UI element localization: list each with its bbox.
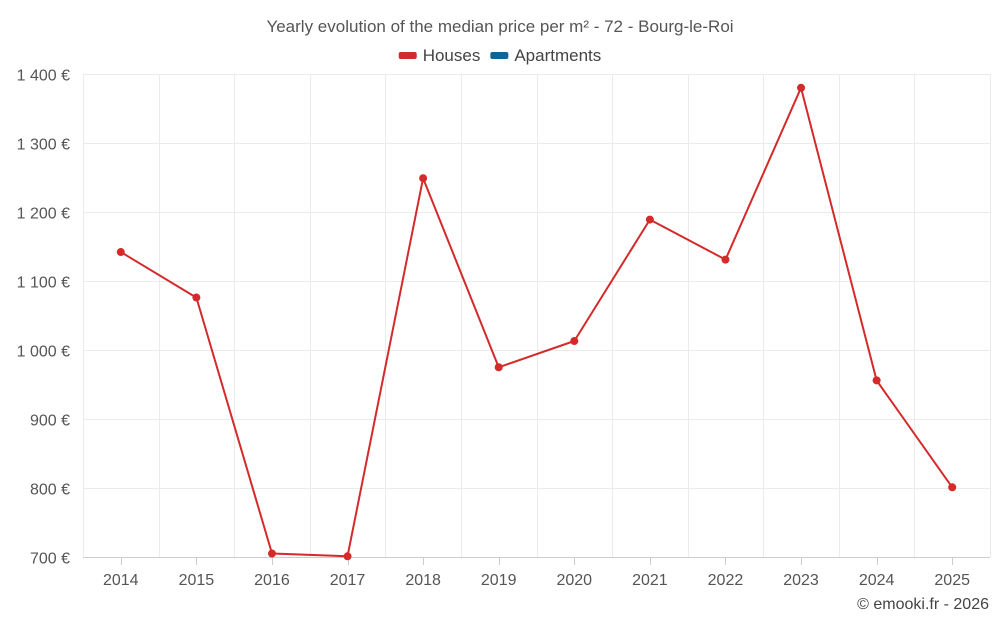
credit-text: © emooki.fr - 2026 bbox=[857, 596, 989, 613]
y-tick-label: 1 400 € bbox=[17, 68, 70, 85]
legend-swatch bbox=[398, 52, 417, 59]
y-tick-label: 900 € bbox=[30, 413, 70, 430]
legend-label: Apartments bbox=[514, 46, 601, 65]
y-tick-label: 800 € bbox=[30, 482, 70, 499]
legend-item-apartments[interactable]: Apartments bbox=[490, 46, 601, 65]
chart-title: Yearly evolution of the median price per… bbox=[266, 17, 733, 36]
data-point[interactable] bbox=[267, 549, 276, 558]
data-point[interactable] bbox=[948, 483, 957, 492]
y-tick-label: 1 300 € bbox=[17, 137, 70, 154]
x-tick-label: 2025 bbox=[934, 572, 970, 589]
data-point[interactable] bbox=[645, 215, 654, 224]
series-layer bbox=[116, 83, 957, 561]
x-tick-label: 2022 bbox=[708, 572, 744, 589]
y-tick-label: 1 000 € bbox=[17, 344, 70, 361]
data-point[interactable] bbox=[419, 174, 428, 183]
data-point[interactable] bbox=[116, 248, 125, 257]
legend-swatch bbox=[490, 52, 509, 59]
data-point[interactable] bbox=[721, 255, 730, 264]
data-point[interactable] bbox=[343, 552, 352, 561]
x-tick-label: 2016 bbox=[254, 572, 290, 589]
legend-item-houses[interactable]: Houses bbox=[398, 46, 481, 65]
x-tick-label: 2023 bbox=[783, 572, 819, 589]
data-point[interactable] bbox=[192, 293, 201, 302]
series-line-houses bbox=[120, 86, 954, 558]
y-tick-label: 1 100 € bbox=[17, 275, 70, 292]
x-tick-label: 2018 bbox=[405, 572, 441, 589]
y-tick-label: 700 € bbox=[30, 551, 70, 568]
data-point[interactable] bbox=[872, 376, 881, 385]
data-point[interactable] bbox=[494, 363, 503, 372]
x-tick-label: 2021 bbox=[632, 572, 668, 589]
y-tick-label: 1 200 € bbox=[17, 206, 70, 223]
x-tick-label: 2014 bbox=[103, 572, 139, 589]
data-point[interactable] bbox=[570, 337, 579, 346]
x-tick-label: 2024 bbox=[859, 572, 895, 589]
x-tick-label: 2015 bbox=[179, 572, 215, 589]
x-tick-label: 2019 bbox=[481, 572, 517, 589]
grid bbox=[83, 74, 991, 558]
x-tick-label: 2020 bbox=[556, 572, 592, 589]
axes: 700 € 800 € 900 € 1 000 € 1 100 € 1 200 € 1 30… bbox=[17, 68, 990, 589]
legend: Houses Apartments bbox=[398, 46, 601, 65]
data-point[interactable] bbox=[797, 83, 806, 92]
legend-label: Houses bbox=[423, 46, 481, 65]
x-tick-label: 2017 bbox=[330, 572, 366, 589]
